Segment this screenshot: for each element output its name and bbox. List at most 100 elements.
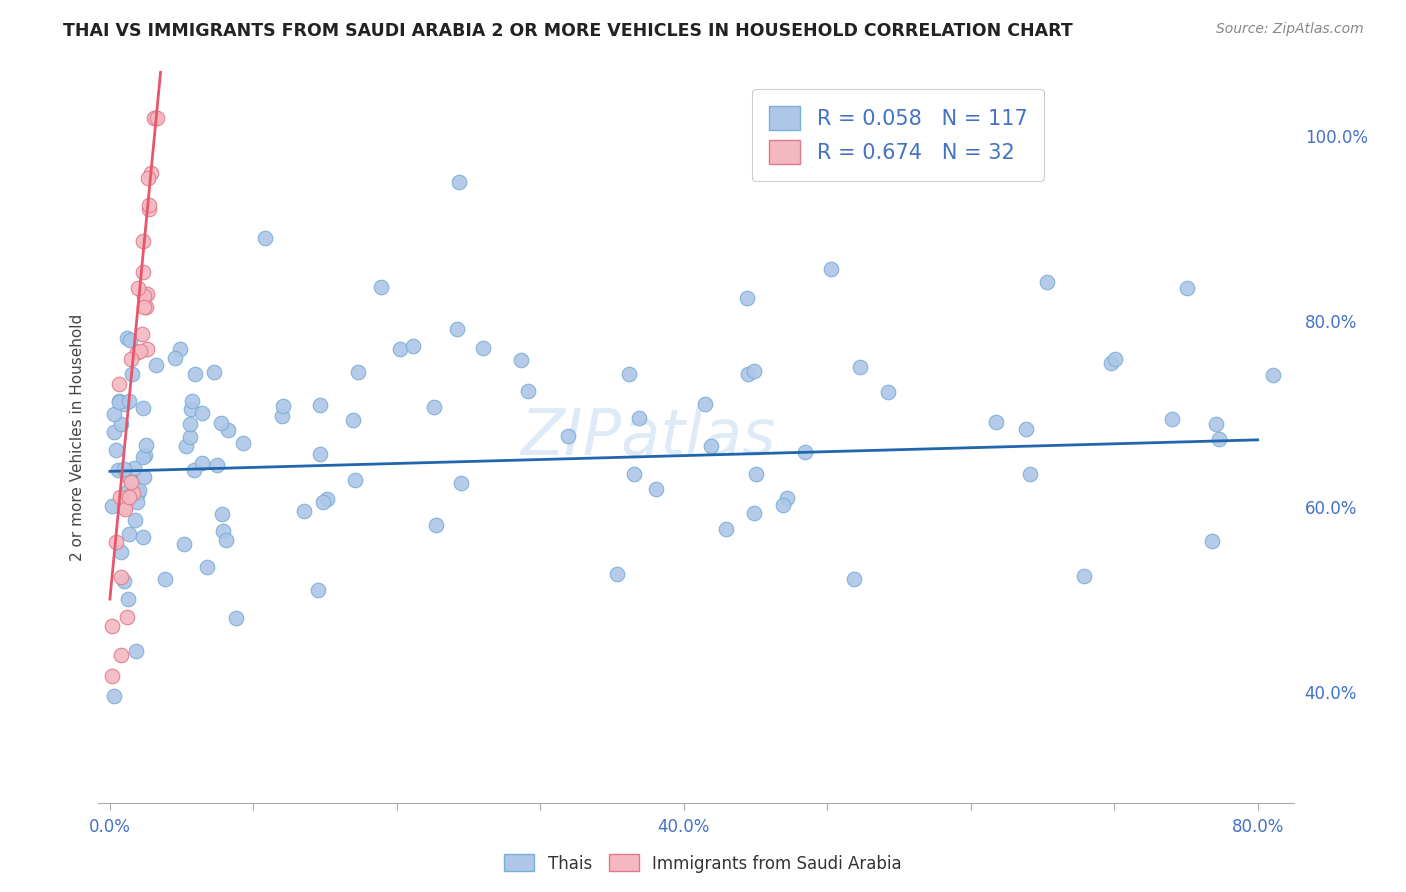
Point bbox=[131, 401, 153, 415]
Point bbox=[101, 618, 124, 632]
Point bbox=[153, 572, 176, 586]
Point bbox=[139, 166, 162, 180]
Point bbox=[110, 545, 132, 559]
Point bbox=[450, 476, 472, 491]
Point bbox=[212, 524, 235, 538]
Point bbox=[132, 289, 155, 303]
Point bbox=[744, 364, 766, 378]
Point bbox=[619, 367, 641, 381]
Point bbox=[118, 472, 141, 486]
Point bbox=[184, 367, 207, 381]
Point bbox=[195, 560, 218, 574]
Point bbox=[180, 394, 202, 409]
Point bbox=[117, 483, 139, 498]
Point bbox=[737, 367, 759, 381]
Point bbox=[292, 504, 315, 518]
Point bbox=[104, 442, 127, 457]
Point bbox=[316, 492, 339, 507]
Point bbox=[735, 291, 758, 305]
Point bbox=[1104, 351, 1126, 366]
Point bbox=[308, 398, 330, 412]
Point bbox=[693, 397, 716, 411]
Point bbox=[108, 376, 131, 391]
Point bbox=[842, 572, 865, 586]
Point bbox=[191, 406, 214, 420]
Point bbox=[794, 444, 817, 458]
Point bbox=[138, 202, 160, 217]
Point bbox=[370, 280, 392, 294]
Point bbox=[132, 265, 155, 279]
Point bbox=[118, 490, 141, 504]
Point bbox=[209, 417, 232, 431]
Point bbox=[105, 534, 128, 549]
Point bbox=[174, 439, 197, 453]
Point bbox=[136, 171, 159, 186]
Legend: R = 0.058   N = 117, R = 0.674   N = 32: R = 0.058 N = 117, R = 0.674 N = 32 bbox=[752, 89, 1045, 181]
Point bbox=[125, 644, 148, 658]
Point bbox=[114, 501, 136, 516]
Point bbox=[120, 352, 142, 367]
Point bbox=[112, 462, 135, 476]
Text: ZIPatlas: ZIPatlas bbox=[520, 406, 776, 468]
Point bbox=[623, 467, 645, 481]
Point bbox=[516, 384, 538, 399]
Point bbox=[108, 394, 131, 409]
Legend: Thais, Immigrants from Saudi Arabia: Thais, Immigrants from Saudi Arabia bbox=[498, 847, 908, 880]
Point bbox=[347, 365, 370, 379]
Point bbox=[143, 111, 166, 125]
Point bbox=[1018, 467, 1040, 481]
Point bbox=[103, 690, 125, 704]
Point bbox=[423, 400, 446, 414]
Point bbox=[772, 498, 794, 512]
Point bbox=[135, 300, 157, 314]
Point bbox=[307, 583, 329, 598]
Point bbox=[135, 438, 157, 452]
Point bbox=[179, 430, 201, 444]
Point bbox=[776, 491, 799, 505]
Point bbox=[121, 367, 143, 381]
Point bbox=[225, 610, 247, 624]
Point bbox=[308, 447, 330, 461]
Point bbox=[1099, 356, 1122, 370]
Point bbox=[124, 461, 146, 475]
Point bbox=[117, 491, 139, 505]
Point bbox=[108, 491, 131, 505]
Point bbox=[1035, 275, 1057, 289]
Point bbox=[127, 495, 149, 509]
Point bbox=[699, 439, 721, 453]
Point bbox=[217, 423, 239, 437]
Point bbox=[1073, 569, 1095, 583]
Point bbox=[100, 669, 122, 683]
Point bbox=[138, 197, 160, 211]
Point bbox=[169, 343, 191, 357]
Point bbox=[191, 456, 214, 470]
Point bbox=[446, 322, 468, 336]
Point bbox=[127, 281, 149, 295]
Point bbox=[101, 499, 124, 513]
Point bbox=[132, 450, 155, 464]
Point bbox=[103, 425, 125, 439]
Point bbox=[202, 365, 225, 379]
Point bbox=[510, 352, 533, 367]
Point bbox=[986, 415, 1008, 429]
Text: THAI VS IMMIGRANTS FROM SAUDI ARABIA 2 OR MORE VEHICLES IN HOUSEHOLD CORRELATION: THAI VS IMMIGRANTS FROM SAUDI ARABIA 2 O… bbox=[63, 22, 1073, 40]
Point bbox=[173, 537, 195, 551]
Point bbox=[120, 475, 142, 489]
Point bbox=[343, 473, 366, 487]
Point bbox=[107, 463, 129, 477]
Point bbox=[1263, 368, 1285, 383]
Point bbox=[131, 326, 153, 341]
Point bbox=[1208, 432, 1230, 446]
Point bbox=[120, 333, 142, 347]
Point bbox=[112, 500, 135, 515]
Point bbox=[145, 111, 167, 125]
Point bbox=[128, 483, 150, 497]
Point bbox=[1015, 422, 1038, 436]
Point bbox=[131, 531, 153, 545]
Point bbox=[312, 494, 335, 508]
Y-axis label: 2 or more Vehicles in Household: 2 or more Vehicles in Household bbox=[69, 313, 84, 561]
Point bbox=[103, 407, 125, 421]
Point bbox=[114, 397, 136, 411]
Point bbox=[214, 533, 236, 547]
Point bbox=[112, 574, 135, 588]
